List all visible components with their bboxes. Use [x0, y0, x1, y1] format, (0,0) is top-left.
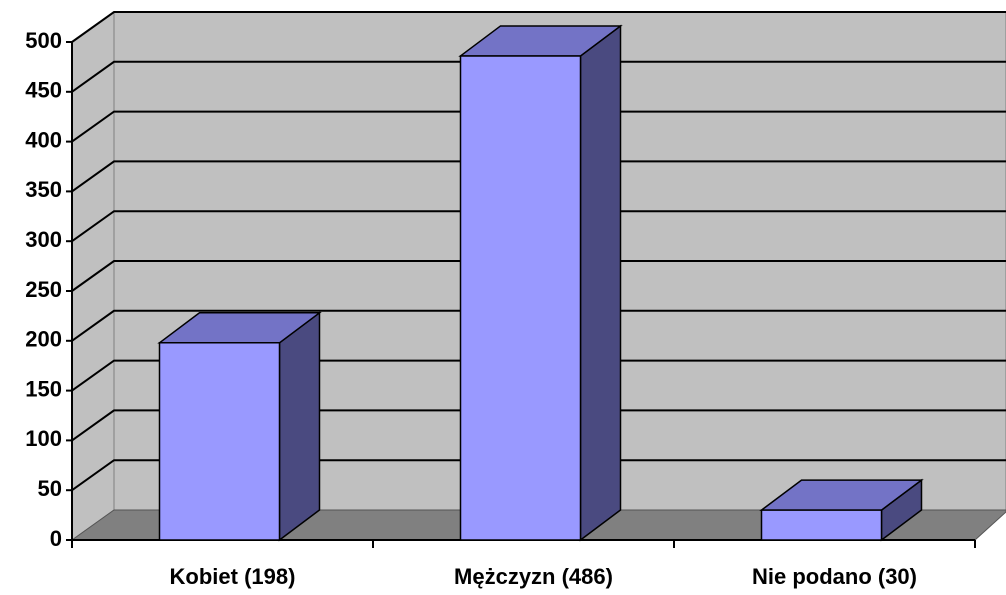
x-tick-label: Nie podano (30) [752, 564, 917, 589]
grid-line [71, 409, 1006, 442]
y-tick-label: 50 [38, 476, 62, 501]
grid-line [71, 359, 1006, 392]
grid-line [71, 160, 1006, 193]
y-tick-label: 400 [25, 127, 62, 152]
y-tick-label: 100 [25, 426, 62, 451]
y-tick-label: 200 [25, 327, 62, 352]
y-tick-label: 350 [25, 177, 62, 202]
bar-front [158, 342, 281, 541]
y-tick-label: 300 [25, 227, 62, 252]
bar [458, 24, 623, 542]
grid-line [71, 60, 1006, 93]
bar-side [579, 24, 622, 542]
grid-line [71, 210, 1006, 243]
bar-front [459, 55, 582, 541]
bar [759, 478, 924, 542]
y-tick-label: 0 [50, 526, 62, 551]
grid-line [71, 110, 1006, 143]
bar-front [760, 509, 883, 541]
y-tick-label: 250 [25, 277, 62, 302]
bar [157, 311, 322, 542]
grid-line [71, 260, 1006, 292]
y-tick-label: 150 [25, 376, 62, 401]
grid-line [71, 11, 1006, 43]
grid-line [71, 459, 1006, 492]
x-tick-label: Kobiet (198) [170, 564, 296, 589]
grid-line [71, 309, 1006, 342]
y-tick-label: 450 [25, 78, 62, 103]
bar-side [278, 311, 321, 542]
x-tick-label: Mężczyzn (486) [454, 564, 613, 589]
y-tick-label: 500 [25, 28, 62, 53]
